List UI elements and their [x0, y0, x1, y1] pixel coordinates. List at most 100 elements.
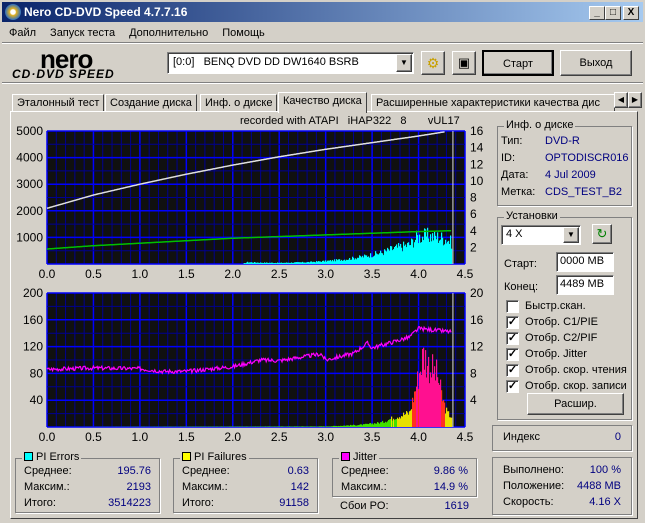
pie-bar — [252, 262, 254, 264]
tab-advanced-quality[interactable]: Расширенные характеристики качества дис — [371, 94, 615, 112]
pie-bar — [314, 261, 316, 264]
pif-bar — [416, 386, 418, 427]
pi-errors-group: PI Errors Среднее: 195.76 Максим.: 2193 Ит… — [15, 451, 160, 513]
checkbox-2[interactable]: ✓ — [506, 332, 519, 345]
pif-bar — [319, 426, 321, 427]
speed-select[interactable]: 4 X ▼ — [501, 225, 581, 245]
chevron-down-icon[interactable]: ▼ — [396, 54, 412, 72]
pif-bar — [307, 426, 309, 427]
advanced-button[interactable]: Расшир. — [527, 393, 624, 415]
checkbox-3[interactable]: ✓ — [506, 348, 519, 361]
pie-bar — [440, 239, 442, 264]
pie-bar — [336, 259, 338, 264]
pie-bar — [341, 259, 343, 264]
pif-bar — [419, 373, 421, 427]
pie-bar — [422, 236, 424, 264]
pie-bar — [385, 250, 387, 264]
pie-bar — [346, 259, 348, 264]
menu-run-test[interactable]: Запуск теста — [50, 27, 116, 39]
po-failures-row: Сбои PO: 1619 — [340, 500, 469, 516]
jitter-swatch — [341, 452, 350, 461]
pif-bar — [352, 425, 354, 427]
pif-bar — [366, 423, 368, 427]
pie-bar — [263, 263, 265, 264]
end-input[interactable]: 4489 MB — [556, 275, 614, 295]
pif-bar — [358, 425, 360, 427]
pie-bar — [251, 262, 253, 264]
pie-bar — [284, 262, 286, 264]
pif-bar — [431, 377, 433, 427]
tab-benchmark[interactable]: Эталонный тест — [12, 94, 105, 112]
chevron-down-icon[interactable]: ▼ — [563, 227, 579, 243]
y-tick-label: 160 — [23, 313, 43, 327]
x-tick-label: 2.0 — [224, 267, 241, 281]
tab-create-disc[interactable]: Создание диска — [105, 94, 197, 112]
pif-bar — [444, 402, 446, 427]
y-tick-label: 2000 — [16, 204, 43, 218]
pif-bar — [342, 425, 344, 427]
pie-bar — [419, 234, 421, 264]
pie-bar — [289, 262, 291, 264]
maximize-button[interactable]: □ — [605, 6, 621, 20]
checkbox-1[interactable]: ✓ — [506, 316, 519, 329]
pif-bar — [384, 422, 386, 427]
tab-scroll-right-icon[interactable]: ▶ — [628, 92, 642, 108]
checkbox-5[interactable]: ✓ — [506, 380, 519, 393]
disc-info-group: Инф. о диске Тип: DVD-R ID: OPTODISCR016 Д… — [497, 119, 632, 206]
pif-bar — [386, 422, 388, 427]
pie-bar — [372, 257, 374, 264]
pif-bar — [380, 422, 382, 427]
menu-file[interactable]: Файл — [9, 27, 37, 39]
pie-bar — [271, 262, 273, 264]
refresh-drives-icon[interactable]: ⚙ — [421, 51, 445, 75]
pif-bar — [422, 348, 424, 427]
save-icon[interactable]: ▣ — [452, 51, 476, 75]
minimize-button[interactable]: _ — [589, 6, 605, 20]
pif-bar — [278, 426, 280, 427]
pie-bar — [435, 235, 437, 264]
tab-disc-info[interactable]: Инф. о диске — [200, 94, 278, 112]
y-tick-label: 120 — [23, 340, 43, 354]
pif-bar — [323, 426, 325, 427]
exit-button[interactable]: Выход — [560, 50, 632, 76]
pie-bar — [397, 247, 399, 264]
tab-disc-quality[interactable]: Качество диска — [278, 92, 367, 113]
x-tick-label: 2.0 — [224, 430, 241, 444]
refresh-icon[interactable]: ↻ — [592, 224, 612, 244]
y2-tick-label: 16 — [470, 313, 484, 327]
start-button[interactable]: Старт — [482, 50, 554, 76]
pie-bar — [439, 240, 441, 264]
checkbox-0[interactable] — [506, 300, 519, 313]
pif-bar — [282, 426, 284, 427]
pie-bar — [335, 261, 337, 264]
pie-bar — [394, 247, 396, 264]
menu-extra[interactable]: Дополнительно — [129, 27, 209, 39]
pie-bar — [417, 235, 419, 264]
pie-bar — [363, 257, 365, 264]
x-tick-label: 3.0 — [317, 267, 334, 281]
pif-bar — [344, 425, 346, 427]
pif-bar — [388, 419, 390, 427]
pie-bar — [296, 262, 298, 264]
pif-bar — [370, 422, 372, 427]
id-label: ID: — [501, 152, 516, 164]
pie-bar — [420, 242, 422, 264]
close-button[interactable]: X — [623, 6, 639, 20]
pie-bar — [401, 247, 403, 264]
checkbox-4[interactable]: ✓ — [506, 364, 519, 377]
tab-scroll-left-icon[interactable]: ◀ — [614, 92, 628, 108]
pie-bar — [287, 262, 289, 264]
start-input[interactable]: 0000 MB — [556, 252, 614, 272]
menu-help[interactable]: Помощь — [222, 27, 265, 39]
pif-bar — [353, 424, 355, 427]
drive-select[interactable]: [0:0] BENQ DVD DD DW1640 BSRB ▼ — [167, 52, 414, 74]
y2-tick-label: 10 — [470, 174, 484, 188]
pif-bar — [287, 426, 289, 427]
pif-bar — [426, 377, 428, 427]
pie-bar — [305, 262, 307, 264]
pie-bar — [304, 262, 306, 264]
pif-bar — [336, 425, 338, 427]
x-tick-label: 0.0 — [39, 267, 56, 281]
settings-title: Установки — [504, 210, 560, 222]
pie-bar — [310, 261, 312, 264]
